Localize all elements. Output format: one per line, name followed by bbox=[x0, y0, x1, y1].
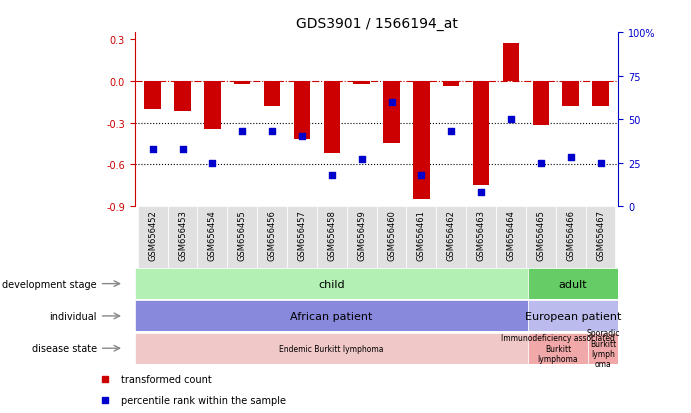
Text: Sporadic
Burkitt
lymph
oma: Sporadic Burkitt lymph oma bbox=[587, 328, 620, 368]
Point bbox=[237, 128, 248, 135]
Bar bbox=[533, 82, 549, 126]
Bar bbox=[443, 82, 460, 87]
Text: GSM656461: GSM656461 bbox=[417, 210, 426, 260]
Bar bbox=[528, 333, 588, 364]
Bar bbox=[138, 206, 168, 268]
Bar bbox=[135, 301, 528, 332]
Bar bbox=[135, 268, 528, 299]
Point bbox=[207, 160, 218, 166]
Text: GSM656453: GSM656453 bbox=[178, 210, 187, 260]
Bar bbox=[466, 206, 496, 268]
Point bbox=[147, 146, 158, 152]
Bar bbox=[168, 206, 198, 268]
Point bbox=[565, 154, 576, 161]
Text: Endemic Burkitt lymphoma: Endemic Burkitt lymphoma bbox=[279, 344, 384, 353]
Text: individual: individual bbox=[50, 311, 97, 321]
Bar bbox=[317, 206, 347, 268]
Bar bbox=[377, 206, 406, 268]
Text: percentile rank within the sample: percentile rank within the sample bbox=[121, 395, 286, 405]
Bar bbox=[413, 82, 430, 199]
Text: adult: adult bbox=[559, 279, 587, 289]
Bar bbox=[406, 206, 436, 268]
Point bbox=[595, 160, 606, 166]
Bar bbox=[174, 82, 191, 112]
Point bbox=[446, 128, 457, 135]
Text: African patient: African patient bbox=[290, 311, 372, 321]
Point bbox=[386, 99, 397, 106]
Text: GSM656460: GSM656460 bbox=[387, 210, 396, 260]
Bar bbox=[287, 206, 317, 268]
Point bbox=[505, 116, 516, 123]
Bar bbox=[264, 82, 281, 107]
Bar bbox=[526, 206, 556, 268]
Text: Immunodeficiency associated
Burkitt
lymphoma: Immunodeficiency associated Burkitt lymp… bbox=[501, 334, 615, 363]
Text: GSM656456: GSM656456 bbox=[267, 210, 276, 260]
Text: child: child bbox=[318, 279, 345, 289]
Bar bbox=[257, 206, 287, 268]
Point bbox=[267, 128, 278, 135]
Point bbox=[326, 172, 337, 178]
Bar bbox=[354, 82, 370, 84]
Text: GSM656458: GSM656458 bbox=[328, 210, 337, 260]
Text: GSM656457: GSM656457 bbox=[297, 210, 306, 260]
Point bbox=[416, 172, 427, 178]
Point bbox=[536, 160, 547, 166]
Bar bbox=[198, 206, 227, 268]
Text: disease state: disease state bbox=[32, 343, 97, 354]
Bar bbox=[528, 268, 618, 299]
Text: GSM656463: GSM656463 bbox=[477, 210, 486, 261]
Point bbox=[296, 134, 307, 140]
Text: GSM656462: GSM656462 bbox=[447, 210, 456, 260]
Bar bbox=[585, 206, 616, 268]
Bar bbox=[588, 333, 618, 364]
Bar bbox=[496, 206, 526, 268]
Text: transformed count: transformed count bbox=[121, 374, 211, 385]
Text: GSM656459: GSM656459 bbox=[357, 210, 366, 260]
Bar bbox=[436, 206, 466, 268]
Text: GSM656465: GSM656465 bbox=[536, 210, 545, 260]
Bar bbox=[528, 301, 618, 332]
Bar bbox=[556, 206, 585, 268]
Text: GSM656464: GSM656464 bbox=[507, 210, 515, 260]
Text: GSM656455: GSM656455 bbox=[238, 210, 247, 260]
Bar bbox=[234, 82, 250, 84]
Bar bbox=[144, 82, 161, 109]
Bar bbox=[135, 333, 528, 364]
Bar bbox=[503, 44, 519, 82]
Bar bbox=[347, 206, 377, 268]
Bar bbox=[473, 82, 489, 186]
Point bbox=[356, 157, 367, 163]
Text: European patient: European patient bbox=[525, 311, 621, 321]
Text: development stage: development stage bbox=[2, 279, 97, 289]
Bar bbox=[204, 82, 220, 130]
Text: GSM656454: GSM656454 bbox=[208, 210, 217, 260]
Bar bbox=[323, 82, 340, 154]
Point bbox=[475, 189, 486, 196]
Text: GSM656452: GSM656452 bbox=[148, 210, 157, 260]
Text: GSM656467: GSM656467 bbox=[596, 210, 605, 261]
Title: GDS3901 / 1566194_at: GDS3901 / 1566194_at bbox=[296, 17, 457, 31]
Bar bbox=[384, 82, 399, 144]
Bar bbox=[592, 82, 609, 107]
Bar bbox=[562, 82, 579, 107]
Text: GSM656466: GSM656466 bbox=[566, 210, 575, 261]
Point bbox=[177, 146, 188, 152]
Bar bbox=[294, 82, 310, 140]
Bar bbox=[227, 206, 257, 268]
